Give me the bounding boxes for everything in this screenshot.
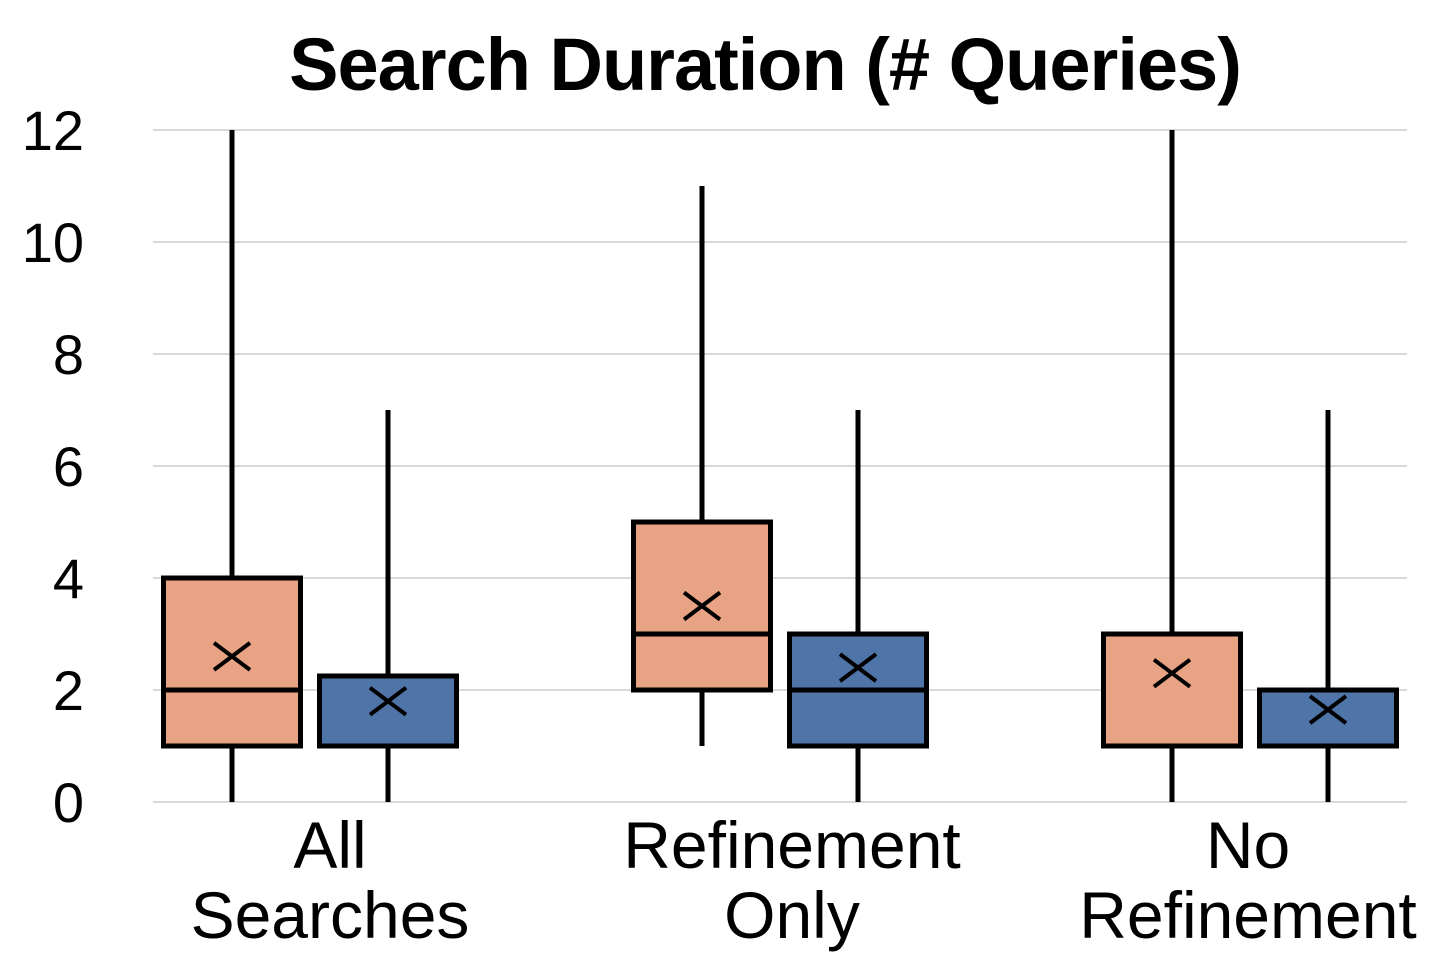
x-category-label: All xyxy=(293,808,366,882)
x-category-label: Refinement xyxy=(623,808,961,882)
box-orange xyxy=(631,186,773,746)
y-tick-label: 12 xyxy=(22,99,84,162)
mean-marker xyxy=(368,686,408,717)
mean-marker xyxy=(838,652,878,683)
iqr-box xyxy=(317,673,459,749)
box-orange xyxy=(1101,130,1243,802)
iqr-box xyxy=(1257,687,1399,749)
mean-marker xyxy=(682,590,722,622)
y-tick-label: 6 xyxy=(53,435,84,498)
iqr-box xyxy=(161,575,303,749)
box-blue xyxy=(317,410,459,802)
y-tick-label: 10 xyxy=(22,211,84,274)
y-tick-label: 2 xyxy=(53,659,84,722)
box-blue xyxy=(787,410,929,802)
x-category-label: Only xyxy=(724,878,860,952)
y-tick-label: 8 xyxy=(53,323,84,386)
mean-marker xyxy=(212,641,252,672)
y-tick-label: 0 xyxy=(53,771,84,834)
chart-title: Search Duration (# Queries) xyxy=(289,23,1242,106)
x-category-label: Refinement xyxy=(1079,878,1417,952)
mean-marker xyxy=(1308,694,1348,725)
box-blue xyxy=(1257,410,1399,802)
box-orange xyxy=(161,130,303,802)
y-tick-label: 4 xyxy=(53,547,84,610)
x-category-label: No xyxy=(1206,808,1290,882)
mean-marker xyxy=(1152,658,1192,689)
x-category-label: Searches xyxy=(191,878,470,952)
iqr-box xyxy=(1101,631,1243,749)
